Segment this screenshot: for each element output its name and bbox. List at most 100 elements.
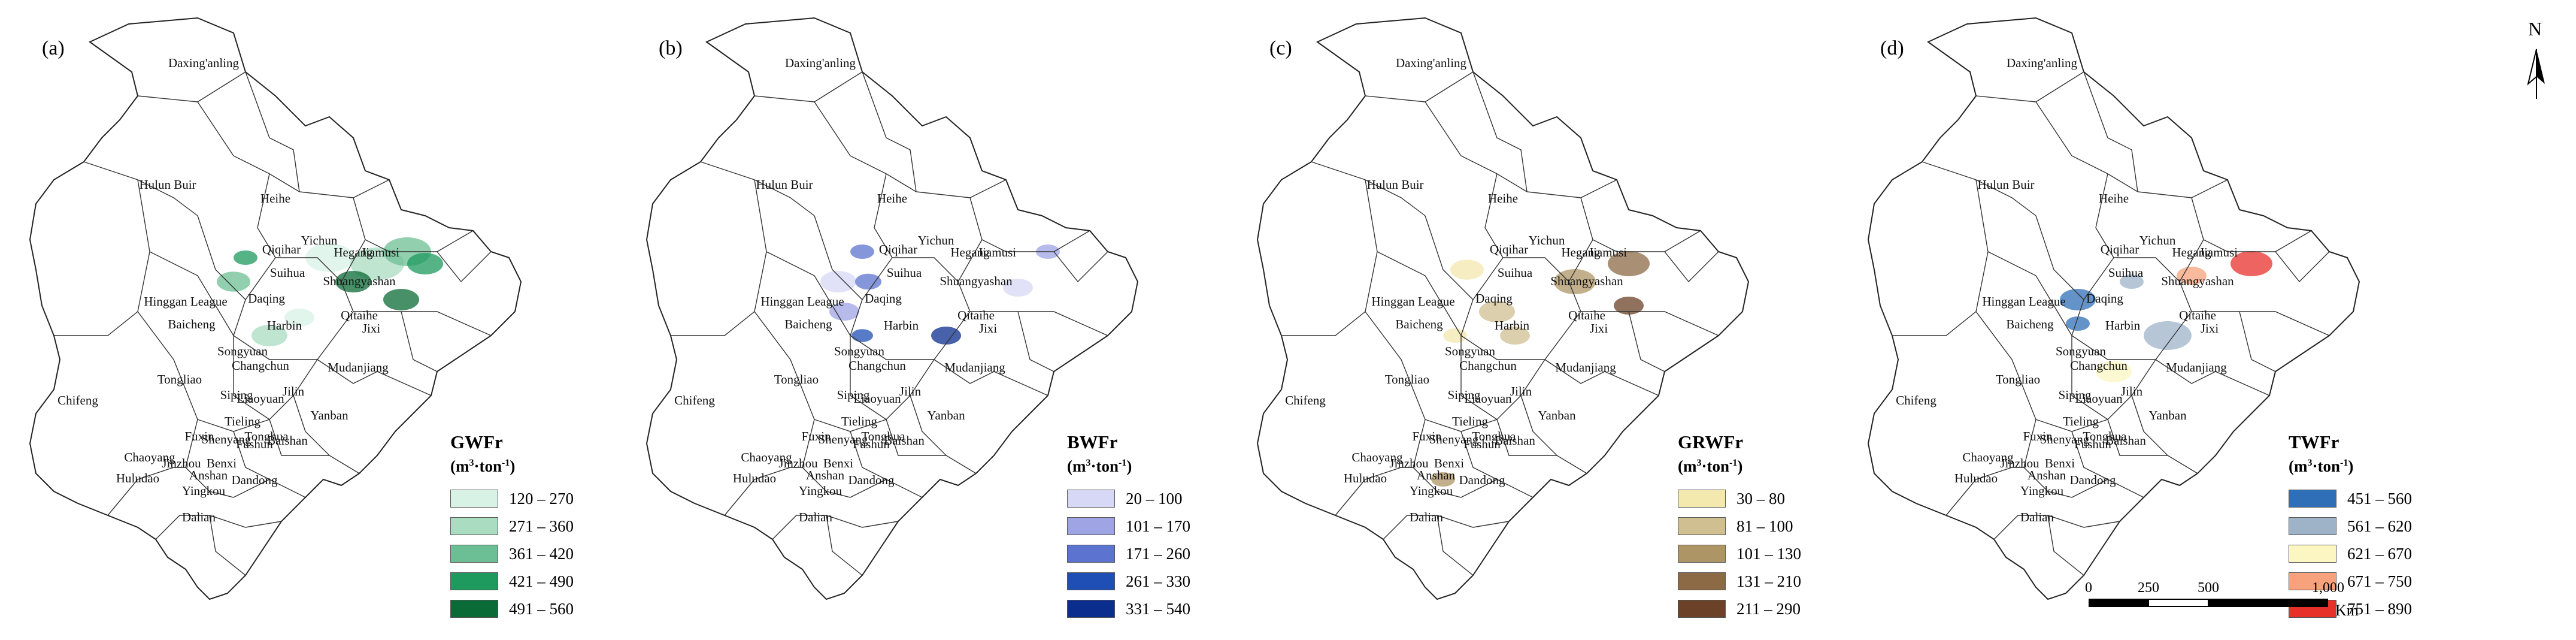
admin-boundary: [814, 215, 893, 301]
admin-boundary: [1425, 101, 1528, 192]
city-label: Jiamusi: [2199, 245, 2238, 259]
city-label: Chaoyang: [1962, 450, 2014, 464]
legend-swatch: [1067, 600, 1115, 618]
city-label: Jinzhou: [2000, 456, 2039, 470]
admin-boundary: [700, 161, 815, 216]
water-footprint-patch: [820, 271, 856, 292]
city-label: Qitaihe: [1568, 308, 1605, 322]
water-footprint-patch: [2096, 361, 2132, 382]
admin-boundary: [2047, 515, 2084, 576]
legend-item: 101 – 170: [1067, 512, 1223, 540]
city-label: Songyuan: [2056, 344, 2107, 358]
city-label: Hinggan League: [1371, 294, 1454, 309]
admin-boundary: [2179, 239, 2330, 336]
base-map: Daxing'anling Hulun Buir Heihe QiqiharYichu…: [1867, 17, 2360, 600]
city-label: Dandong: [848, 473, 895, 487]
admin-boundary: [2275, 251, 2330, 283]
admin-boundary: [83, 161, 198, 216]
water-footprint-patch: [284, 309, 314, 327]
admin-boundary: [802, 419, 923, 498]
region-outline: [29, 17, 522, 600]
admin-boundary: [766, 251, 851, 336]
city-label: Mudanjiang: [2166, 360, 2227, 375]
admin-boundary: [850, 299, 971, 360]
legend-swatch: [450, 600, 498, 618]
water-footprint-patch: [829, 303, 859, 321]
water-footprint-patch: [1614, 297, 1644, 315]
scale-unit: Km: [2335, 602, 2359, 619]
city-label: Shuangyashan: [2161, 274, 2234, 288]
admin-boundary: [1544, 359, 1659, 396]
city-label: Harbin: [267, 318, 302, 333]
legend-item: 261 – 330: [1067, 567, 1223, 595]
admin-boundary: [2239, 311, 2276, 372]
city-label: Tonghua: [2083, 429, 2127, 443]
admin-boundary: [1987, 251, 2072, 336]
legend-item: 120 – 270: [450, 485, 606, 512]
city-label: Baicheng: [168, 317, 216, 331]
legend-title: BWFr: [1067, 431, 1118, 452]
admin-boundary: [2035, 215, 2114, 301]
admin-boundary: [886, 419, 946, 456]
legend-range: 451 – 560: [2347, 489, 2412, 508]
admin-boundary: [317, 359, 432, 396]
legend-swatch: [1678, 545, 1726, 563]
city-label: Heihe: [1488, 191, 1518, 206]
city-label: Huludao: [733, 471, 776, 485]
scale-bar-graphic: [2089, 599, 2328, 607]
legend-title: TWFr: [2289, 431, 2339, 452]
city-label: Dalian: [182, 510, 216, 524]
city-label: Tieling: [225, 414, 260, 428]
admin-boundary: [2071, 431, 2108, 480]
legend-range: 30 – 80: [1736, 489, 1785, 508]
admin-boundary: [341, 239, 492, 336]
city-label: Tieling: [2063, 414, 2099, 428]
admin-boundary: [1580, 197, 1701, 252]
admin-boundary: [2035, 101, 2138, 192]
city-label: Liaoyuan: [2075, 391, 2123, 406]
city-label: Jiamusi: [361, 245, 399, 259]
city-label: Heihe: [877, 191, 907, 206]
water-footprint-patch: [1431, 472, 1455, 487]
city-label: Shuangyashan: [940, 274, 1013, 288]
city-label: Hegang: [950, 245, 990, 259]
city-label: Liaoyuan: [237, 391, 284, 406]
water-footprint-patch: [1450, 259, 1484, 280]
city-label: Daxing'anling: [1396, 56, 1467, 70]
city-label: Hegang: [334, 245, 373, 259]
legend-item: 271 – 360: [450, 512, 606, 540]
city-label: Suihua: [270, 265, 305, 280]
legend-item: 421 – 490: [450, 567, 606, 595]
city-label: Fuxin: [801, 429, 831, 443]
legend-item: 171 – 260: [1067, 540, 1223, 567]
admin-boundary: [1568, 239, 1719, 336]
city-label: Tonghua: [861, 429, 905, 443]
city-label: Hinggan League: [1982, 294, 2065, 309]
admin-boundary: [1664, 251, 1719, 283]
city-label: Shuangyashan: [323, 274, 396, 288]
city-label: Daxing'anling: [2007, 56, 2078, 70]
city-label: Chaoyang: [741, 450, 792, 464]
city-label: Anshan: [189, 468, 228, 482]
city-label: Baishan: [267, 433, 308, 448]
panel-label: (c): [1269, 37, 1292, 59]
legend-swatch: [2289, 517, 2336, 535]
city-label: Chaoyang: [124, 450, 175, 464]
legend-item: 131 – 210: [1678, 567, 1833, 595]
admin-boundary: [2107, 419, 2168, 456]
city-label: Jixi: [1590, 321, 1608, 336]
water-footprint-patch: [1608, 251, 1650, 276]
legend-unit: (m3·ton-1): [2289, 457, 2354, 475]
admin-boundary: [1017, 311, 1054, 372]
north-arrow-icon: [2527, 49, 2545, 99]
legend-swatch: [1067, 490, 1115, 508]
legend-swatch: [1678, 572, 1726, 590]
city-label: Daxing'anling: [168, 56, 240, 70]
city-label: Jilin: [2121, 384, 2143, 399]
water-footprint-patch: [2120, 274, 2144, 289]
city-label: Yingkou: [2020, 484, 2064, 498]
city-label: Daqing: [2086, 291, 2123, 306]
map-panel-b: Daxing'anling Hulun Buir Heihe Qiqihar Yichu…: [617, 0, 1239, 640]
legend-range: 261 – 330: [1126, 572, 1190, 590]
city-label: Chifeng: [674, 393, 715, 407]
